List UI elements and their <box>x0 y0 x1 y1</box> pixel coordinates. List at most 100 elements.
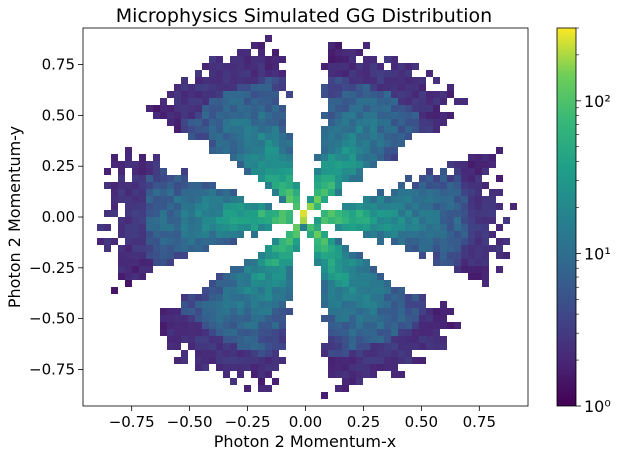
heatmap-cell <box>230 133 237 140</box>
heatmap-cell <box>258 42 265 49</box>
heatmap-cell <box>384 217 391 224</box>
heatmap-cell <box>475 266 482 273</box>
heatmap-cell <box>181 315 188 322</box>
heatmap-cell <box>118 259 125 266</box>
heatmap-cell <box>335 112 342 119</box>
heatmap-cell <box>328 301 335 308</box>
heatmap-cell <box>188 91 195 98</box>
heatmap-cell <box>405 329 412 336</box>
heatmap-cell <box>482 259 489 266</box>
heatmap-cell <box>125 224 132 231</box>
heatmap-cell <box>251 105 258 112</box>
heatmap-cell <box>237 273 244 280</box>
heatmap-cell <box>265 252 272 259</box>
heatmap-cell <box>160 182 167 189</box>
heatmap-cell <box>405 189 412 196</box>
heatmap-cell <box>174 336 181 343</box>
heatmap-cell <box>363 119 370 126</box>
heatmap-cell <box>118 252 125 259</box>
heatmap-cell <box>286 210 293 217</box>
heatmap-cell <box>251 308 258 315</box>
heatmap-cell <box>286 189 293 196</box>
heatmap-cell <box>447 203 454 210</box>
heatmap-cell <box>265 182 272 189</box>
heatmap-cell <box>181 168 188 175</box>
heatmap-cell <box>398 70 405 77</box>
heatmap-cell <box>335 147 342 154</box>
heatmap-cell <box>258 154 265 161</box>
heatmap-cell <box>419 203 426 210</box>
heatmap-cell <box>244 343 251 350</box>
colorbar-tick-label: 10¹ <box>584 244 611 263</box>
heatmap-cell <box>342 147 349 154</box>
heatmap-cell <box>195 70 202 77</box>
heatmap-cell <box>125 154 132 161</box>
heatmap-cell <box>433 91 440 98</box>
heatmap-cell <box>286 273 293 280</box>
heatmap-cell <box>230 266 237 273</box>
heatmap-cell <box>377 224 384 231</box>
heatmap-cell <box>230 357 237 364</box>
heatmap-cell <box>139 273 146 280</box>
heatmap-cell <box>125 210 132 217</box>
heatmap-cell <box>335 56 342 63</box>
heatmap-cell <box>216 224 223 231</box>
heatmap-cell <box>405 315 412 322</box>
heatmap-cell <box>405 196 412 203</box>
heatmap-cell <box>405 322 412 329</box>
heatmap-cell <box>370 301 377 308</box>
heatmap-cell <box>405 84 412 91</box>
heatmap-cell <box>321 392 328 399</box>
heatmap-cell <box>118 196 125 203</box>
heatmap-cell <box>363 231 370 238</box>
heatmap-cell <box>160 259 167 266</box>
heatmap-cell <box>433 112 440 119</box>
heatmap-cell <box>419 308 426 315</box>
heatmap-cell <box>195 315 202 322</box>
heatmap-cell <box>391 126 398 133</box>
heatmap-cell <box>314 189 321 196</box>
heatmap-cell <box>356 91 363 98</box>
heatmap-cell <box>363 217 370 224</box>
heatmap-cell <box>244 329 251 336</box>
heatmap-cell <box>237 147 244 154</box>
heatmap-cell <box>174 189 181 196</box>
heatmap-cell <box>244 161 251 168</box>
heatmap-cell <box>412 98 419 105</box>
heatmap-cell <box>181 357 188 364</box>
heatmap-cell <box>342 98 349 105</box>
heatmap-cell <box>146 182 153 189</box>
heatmap-cell <box>188 315 195 322</box>
heatmap-cell <box>363 364 370 371</box>
heatmap-cell <box>454 231 461 238</box>
heatmap-cell <box>384 357 391 364</box>
heatmap-cell <box>174 238 181 245</box>
heatmap-cell <box>440 245 447 252</box>
heatmap-cell <box>153 189 160 196</box>
heatmap-cell <box>405 350 412 357</box>
heatmap-cell <box>384 119 391 126</box>
heatmap-cell <box>230 280 237 287</box>
heatmap-cell <box>209 84 216 91</box>
heatmap-cell <box>398 294 405 301</box>
heatmap-cell <box>202 315 209 322</box>
heatmap-cell <box>195 350 202 357</box>
heatmap-cell <box>223 273 230 280</box>
heatmap-cell <box>286 140 293 147</box>
heatmap-cell <box>244 133 251 140</box>
heatmap-cell <box>251 133 258 140</box>
heatmap-cell <box>167 259 174 266</box>
heatmap-cell <box>405 91 412 98</box>
heatmap-cell <box>412 126 419 133</box>
heatmap-cell <box>475 252 482 259</box>
heatmap-cell <box>398 140 405 147</box>
heatmap-cell <box>321 84 328 91</box>
heatmap-cell <box>230 329 237 336</box>
heatmap-cell <box>244 350 251 357</box>
heatmap-cell <box>468 161 475 168</box>
heatmap-cell <box>342 315 349 322</box>
heatmap-cell <box>412 84 419 91</box>
heatmap-cell <box>244 385 251 392</box>
heatmap-cell <box>335 154 342 161</box>
heatmap-cell <box>461 266 468 273</box>
